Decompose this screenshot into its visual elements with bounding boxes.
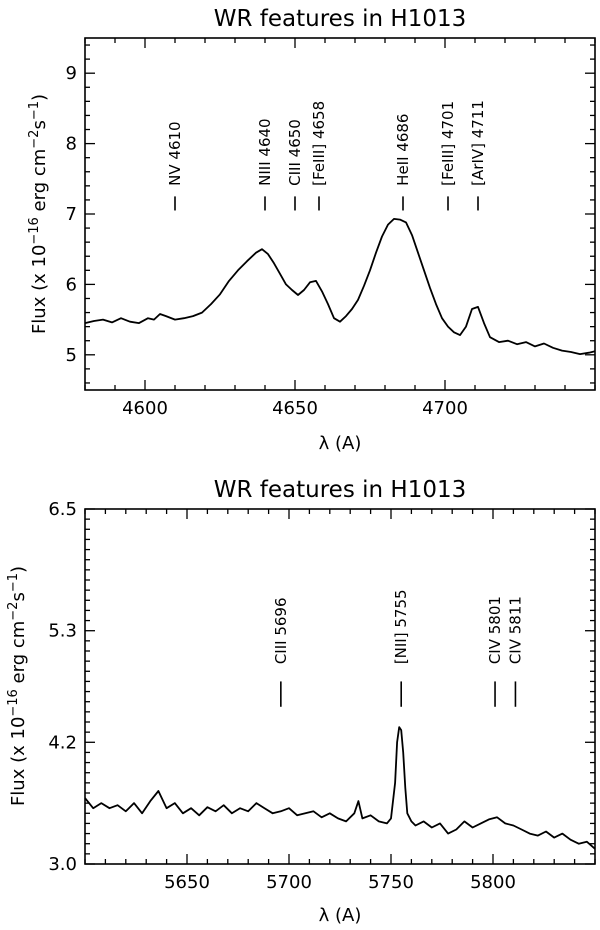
line-label: NIII 4640 (256, 118, 274, 185)
line-label: CIV 5801 (486, 596, 504, 664)
line-markers-2: CIII 5696 [NII] 5755 CIV 5801 CIV 5811 (272, 589, 524, 707)
spectrum-line-2 (84, 726, 596, 850)
chart-title-2: WR features in H1013 (214, 477, 466, 503)
y-axis-label-1-a: Flux (x 10 (29, 245, 50, 334)
x-tick-label: 5700 (266, 872, 312, 893)
y-tick-label: 8 (66, 134, 77, 155)
x-axis-label-2: λ (A) (319, 905, 362, 926)
plot-frame-1 (84, 37, 596, 391)
plot-frame-2 (84, 508, 596, 865)
y-axis-label-2-a: Flux (x 10 (8, 717, 29, 806)
y-axis-label-1-exp1: −16 (27, 217, 42, 244)
line-markers-1: NV 4610 NIII 4640 CIII 4650 [FeIII] 4658 HeI… (166, 100, 487, 211)
x-tick-label: 5800 (470, 872, 516, 893)
x-tick-label: 5650 (164, 872, 210, 893)
x-tick-label: 4650 (272, 398, 318, 419)
x-axis-label-1: λ (A) (319, 433, 362, 454)
line-label: NV 4610 (166, 121, 184, 185)
panel-1: WR features in H1013 4600 4650 4700 5 6 7 8 9 N… (27, 6, 596, 454)
line-label: [NII] 5755 (392, 589, 410, 664)
line-label: HeII 4686 (394, 114, 412, 186)
y-axis-label-1-c: s (29, 120, 50, 129)
y-tick-label: 3.0 (48, 854, 77, 875)
y-axis-label-2-exp1: −16 (6, 689, 21, 716)
chart-title-1: WR features in H1013 (214, 6, 466, 32)
line-label: [FeIII] 4701 (439, 101, 457, 186)
y-tick-label: 9 (66, 63, 77, 84)
line-label: [ArIV] 4711 (469, 100, 487, 186)
y-axis-label-1-b: erg cm (29, 149, 50, 217)
axis-ticks-1: 4600 4650 4700 5 6 7 8 9 (66, 38, 596, 419)
y-tick-label: 6.5 (48, 499, 77, 520)
x-tick-label: 5750 (368, 872, 414, 893)
y-axis-label-1-exp2: −2 (27, 130, 42, 149)
line-label: CIV 5811 (506, 596, 524, 664)
x-tick-label: 4700 (422, 398, 468, 419)
line-label: CIII 5696 (272, 597, 290, 664)
y-tick-label: 5 (66, 345, 77, 366)
x-tick-label: 4600 (122, 398, 168, 419)
y-axis-label-2-b: erg cm (8, 621, 29, 689)
y-axis-label-2-d: ) (8, 566, 29, 573)
axis-ticks-2: 5650 5700 5750 5800 3.0 4.2 5.3 6.5 (48, 499, 596, 893)
panel-2: WR features in H1013 5650 5700 5750 5800 3.0… (6, 477, 596, 926)
y-axis-label-2-exp3: −1 (6, 573, 21, 592)
y-axis-label-2-exp2: −2 (6, 602, 21, 621)
y-axis-label-1-exp3: −1 (27, 101, 42, 120)
y-axis-label-1-d: ) (29, 94, 50, 101)
line-label: CIII 4650 (286, 119, 304, 186)
y-tick-label: 7 (66, 204, 77, 225)
line-label: [FeIII] 4658 (310, 101, 328, 186)
y-tick-label: 6 (66, 274, 77, 295)
spectrum-line-1 (84, 218, 596, 355)
y-axis-label-2: Flux (x 10−16 erg cm−2s−1) (6, 566, 29, 806)
y-tick-label: 5.3 (48, 621, 77, 642)
y-axis-label-1: Flux (x 10−16 erg cm−2s−1) (27, 94, 50, 334)
y-tick-label: 4.2 (48, 732, 77, 753)
y-axis-label-2-c: s (8, 592, 29, 601)
